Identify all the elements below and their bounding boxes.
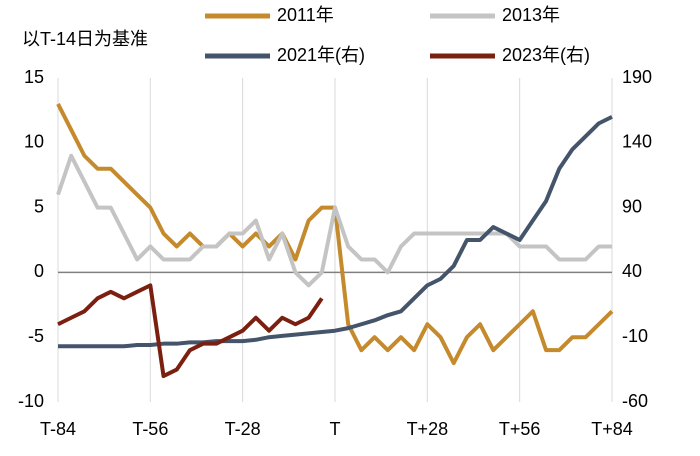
x-tick-label: T+56 xyxy=(499,419,541,439)
y-tick-label: 5 xyxy=(34,196,44,216)
y2-tick-label: -60 xyxy=(622,391,648,411)
x-tick-label: T+84 xyxy=(591,419,633,439)
line-series xyxy=(56,153,612,288)
y2-tick-label: 190 xyxy=(622,67,652,87)
x-tick-label: T-28 xyxy=(225,419,261,439)
y2-tick-label: 40 xyxy=(622,261,642,281)
line-series xyxy=(57,283,324,379)
y-tick-label: 15 xyxy=(24,67,44,87)
x-tick-label: T-56 xyxy=(132,419,168,439)
y-tick-label: -5 xyxy=(28,326,44,346)
legend-label: 2023年(右) xyxy=(502,45,590,65)
legend-label: 2013年 xyxy=(502,5,560,25)
y2-tick-label: 90 xyxy=(622,196,642,216)
y2-tick-label: -10 xyxy=(622,326,648,346)
legend-label: 2011年 xyxy=(277,5,334,25)
y-tick-label: 0 xyxy=(34,261,44,281)
y-tick-label: -10 xyxy=(18,391,44,411)
line-series xyxy=(58,115,613,349)
x-tick-label: T+28 xyxy=(407,419,449,439)
legend-label: 2021年(右) xyxy=(277,45,365,65)
y2-tick-label: 140 xyxy=(622,132,652,152)
annotation: 以T-14日为基准 xyxy=(22,29,148,49)
y-tick-label: 10 xyxy=(24,132,44,152)
x-tick-label: T xyxy=(330,419,341,439)
x-tick-label: T-84 xyxy=(40,419,76,439)
